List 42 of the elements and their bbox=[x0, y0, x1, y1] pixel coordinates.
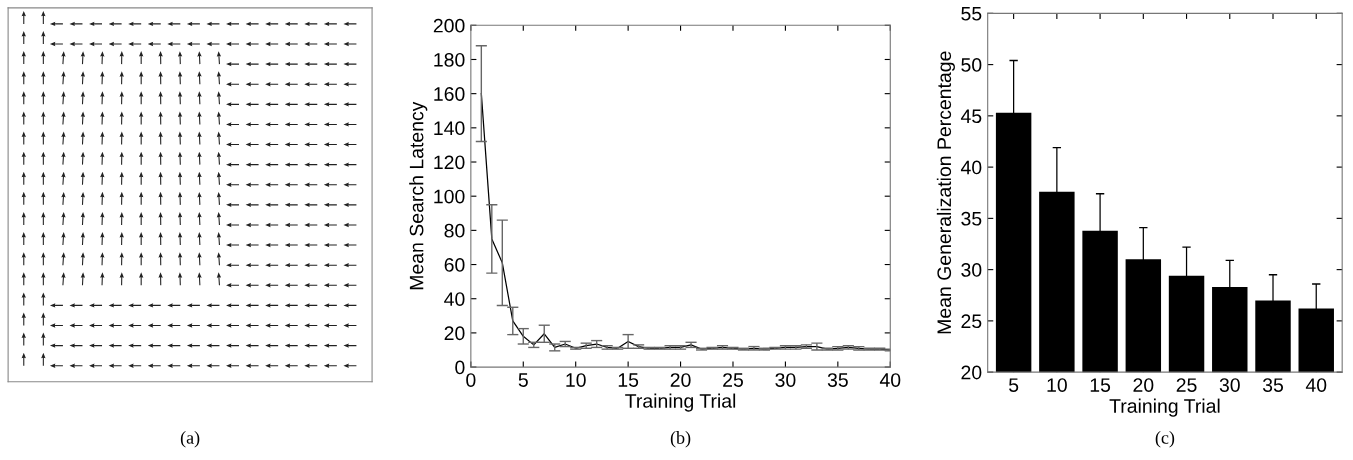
y-tick-label: 200 bbox=[433, 18, 465, 33]
x-tick-label: 30 bbox=[775, 373, 796, 387]
x-tick-label: 5 bbox=[1009, 378, 1019, 392]
y-tick-label: 40 bbox=[960, 160, 982, 175]
y-tick-label: 100 bbox=[434, 189, 465, 204]
text: (c) bbox=[1155, 431, 1175, 448]
x-tick-label: 10 bbox=[566, 373, 586, 387]
y-tick-label: 80 bbox=[444, 223, 465, 238]
x-axis-title: Training Trial bbox=[625, 393, 736, 412]
y-tick-label: 160 bbox=[434, 87, 465, 101]
x-tick-label: 25 bbox=[1176, 378, 1197, 392]
x-tick-label: 15 bbox=[1090, 378, 1111, 392]
y-tick-label: 35 bbox=[961, 211, 982, 226]
y-axis-title: Mean Search Latency bbox=[409, 101, 428, 290]
y-tick-label: 55 bbox=[961, 7, 982, 21]
y-tick-label: 20 bbox=[444, 326, 465, 341]
y-tick-label: 40 bbox=[444, 292, 465, 306]
x-tick-label: 40 bbox=[1305, 378, 1327, 392]
y-tick-label: 60 bbox=[444, 258, 465, 272]
x-tick-label: 35 bbox=[1262, 378, 1284, 392]
x-tick-label: 35 bbox=[827, 373, 848, 387]
x-tick-label: 25 bbox=[723, 373, 743, 387]
y-tick-label: 50 bbox=[961, 58, 982, 72]
y-tick-label: 30 bbox=[961, 263, 982, 277]
x-tick-label: 20 bbox=[670, 373, 691, 387]
y-tick-label: 180 bbox=[434, 52, 465, 67]
y-tick-label: 120 bbox=[434, 155, 465, 170]
x-axis-title: Training Trial bbox=[1109, 398, 1220, 417]
y-tick-label: 25 bbox=[961, 314, 982, 329]
x-tick-label: 20 bbox=[1133, 378, 1154, 392]
text: (b) bbox=[670, 431, 691, 448]
x-tick-label: 15 bbox=[618, 373, 639, 387]
y-axis-title: Mean Generalization Percentage bbox=[936, 51, 955, 334]
y-tick-label: 45 bbox=[960, 109, 982, 124]
x-tick-label: 30 bbox=[1219, 378, 1240, 392]
y-tick-label: 140 bbox=[434, 121, 465, 136]
x-tick-label: 40 bbox=[879, 373, 901, 387]
x-tick-label: 5 bbox=[518, 373, 528, 387]
text: (a) bbox=[180, 431, 200, 448]
x-tick-label: 10 bbox=[1047, 378, 1067, 392]
x-tick-label: 0 bbox=[466, 373, 476, 387]
y-tick-label: 0 bbox=[455, 360, 465, 375]
